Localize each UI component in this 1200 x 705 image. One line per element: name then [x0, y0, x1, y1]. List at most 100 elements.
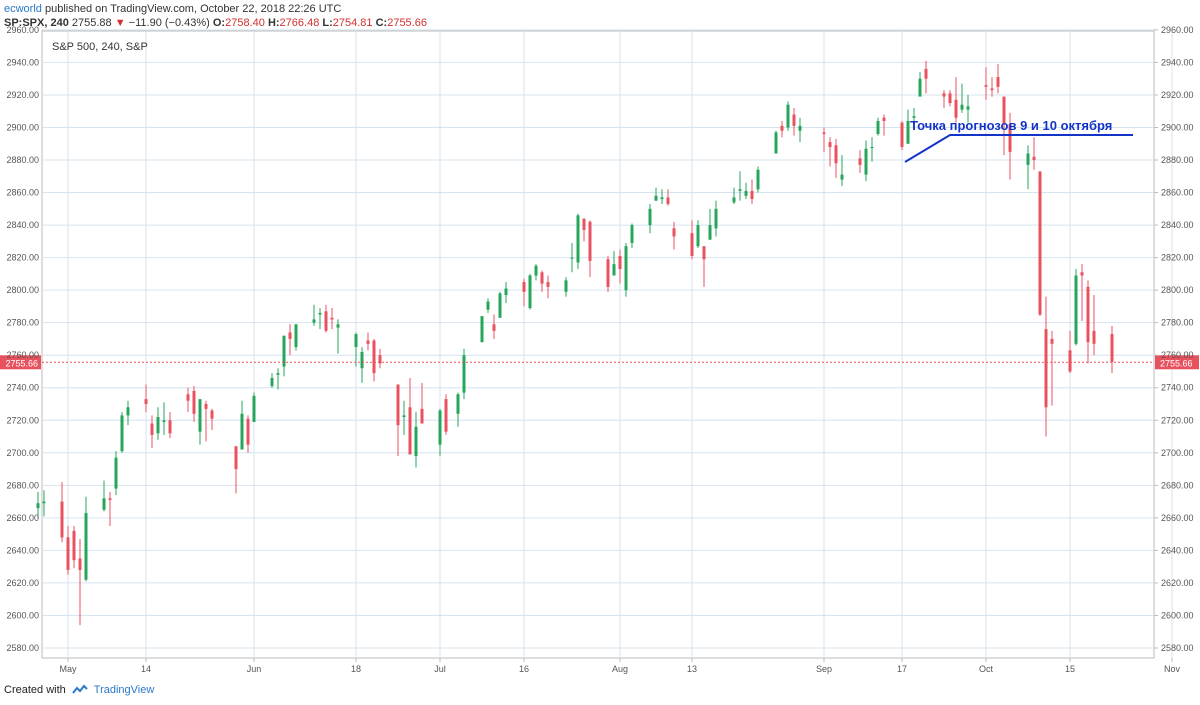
candle-body — [84, 512, 88, 580]
candle-body — [702, 246, 706, 260]
candle-body — [1044, 329, 1048, 408]
candle-down — [204, 400, 208, 442]
candle-down — [60, 482, 64, 543]
annotation-text: Точка прогнозов 9 и 10 октября — [910, 118, 1112, 133]
created-with-text: Created with — [4, 684, 66, 696]
candle-up — [312, 304, 316, 326]
y-tick-label-right: 2680.00 — [1161, 480, 1194, 490]
candle-body — [120, 415, 124, 452]
candle-up — [252, 392, 256, 422]
candle-up — [576, 213, 580, 270]
candle-up — [654, 187, 658, 201]
y-tick-label-left: 2740.00 — [6, 383, 39, 393]
candle-up — [486, 298, 490, 313]
low-label: L: — [322, 17, 333, 29]
candle-up — [162, 402, 166, 435]
candle-body — [882, 117, 886, 121]
tradingview-link[interactable]: TradingView — [93, 684, 155, 696]
candle-down — [828, 137, 832, 167]
candle-body — [1038, 171, 1042, 315]
candle-body — [1086, 286, 1090, 343]
candle-down — [588, 220, 592, 278]
candle-down — [324, 304, 328, 333]
y-tick-label-left: 2660.00 — [6, 513, 39, 523]
candle-up — [612, 251, 616, 276]
candle-body — [942, 93, 946, 97]
candle-body — [738, 189, 742, 191]
candle-down — [1110, 325, 1114, 374]
candle-down — [672, 221, 676, 250]
annotation-group: Точка прогнозов 9 и 10 октября — [904, 118, 1133, 163]
candle-down — [582, 218, 586, 242]
candle-body — [1008, 124, 1012, 152]
candle-body — [666, 197, 670, 204]
y-tick-label-left: 2600.00 — [6, 610, 39, 620]
candle-up — [534, 264, 538, 281]
y-tick-label-right: 2700.00 — [1161, 448, 1194, 458]
x-tick-label: 18 — [351, 664, 361, 674]
candle-body — [918, 78, 922, 97]
y-tick-label-left: 2760.00 — [6, 350, 39, 360]
y-tick-label-left: 2620.00 — [6, 578, 39, 588]
candle-body — [204, 404, 208, 409]
candle-body — [792, 114, 796, 126]
candle-body — [654, 195, 658, 201]
candle-body — [42, 501, 46, 504]
y-tick-label-right: 2640.00 — [1161, 545, 1194, 555]
candle-down — [834, 138, 838, 178]
current-price-label-left: 2755.66 — [5, 358, 38, 368]
y-tick-label-left: 2880.00 — [6, 155, 39, 165]
candle-down — [444, 394, 448, 435]
candle-body — [534, 265, 538, 276]
candle-down — [1068, 330, 1072, 374]
candle-down — [990, 77, 994, 97]
candle-up — [864, 140, 868, 182]
candle-down — [366, 332, 370, 351]
x-axis[interactable]: May14Jun18Jul16Aug13Sep17Oct15Nov19 — [59, 658, 1200, 674]
candle-body — [834, 145, 838, 164]
candle-body — [366, 340, 370, 344]
candle-body — [402, 415, 406, 418]
candle-up — [732, 187, 736, 204]
candle-body — [612, 264, 616, 276]
y-tick-label-right: 2880.00 — [1161, 155, 1194, 165]
candle-down — [900, 120, 904, 151]
candle-down — [210, 408, 214, 431]
published-text: published on TradingView.com, October 22… — [44, 3, 342, 15]
candle-down — [882, 114, 886, 136]
candle-up — [798, 117, 802, 143]
candle-down — [168, 412, 172, 439]
candle-up — [966, 94, 970, 123]
candle-down — [666, 189, 670, 206]
candle-down — [822, 127, 826, 152]
candle-up — [648, 203, 652, 234]
candle-body — [144, 399, 148, 405]
y-axis-left: 2580.00 2600.00 2620.00 2640.00 2660.00 2680.… — [6, 25, 39, 653]
y-tick-label-left: 2800.00 — [6, 285, 39, 295]
candle-body — [588, 221, 592, 261]
candle-body — [312, 319, 316, 323]
y-tick-label-left: 2700.00 — [6, 448, 39, 458]
candle-body — [756, 169, 760, 190]
y-tick-label-right: 2740.00 — [1161, 383, 1194, 393]
candle-body — [36, 503, 40, 509]
candle-body — [960, 104, 964, 110]
candle-down — [330, 308, 334, 330]
y-tick-label-left: 2960.00 — [6, 25, 39, 35]
candle-down — [72, 526, 76, 569]
candle-down — [1050, 330, 1054, 406]
candle-up — [744, 182, 748, 200]
candle-body — [330, 317, 334, 320]
candle-body — [750, 190, 754, 200]
candle-body — [900, 122, 904, 148]
author-link[interactable]: ecworld — [4, 3, 42, 15]
y-axis-right[interactable]: 2580.00 2600.00 2620.00 2640.00 2660.00 2680.… — [1154, 25, 1194, 653]
candle-up — [786, 101, 790, 131]
candle-body — [648, 208, 652, 226]
candle-up — [876, 117, 880, 136]
candle-body — [240, 413, 244, 450]
y-tick-label-right: 2720.00 — [1161, 415, 1194, 425]
x-tick-label: 17 — [897, 664, 907, 674]
candle-down — [396, 384, 400, 457]
